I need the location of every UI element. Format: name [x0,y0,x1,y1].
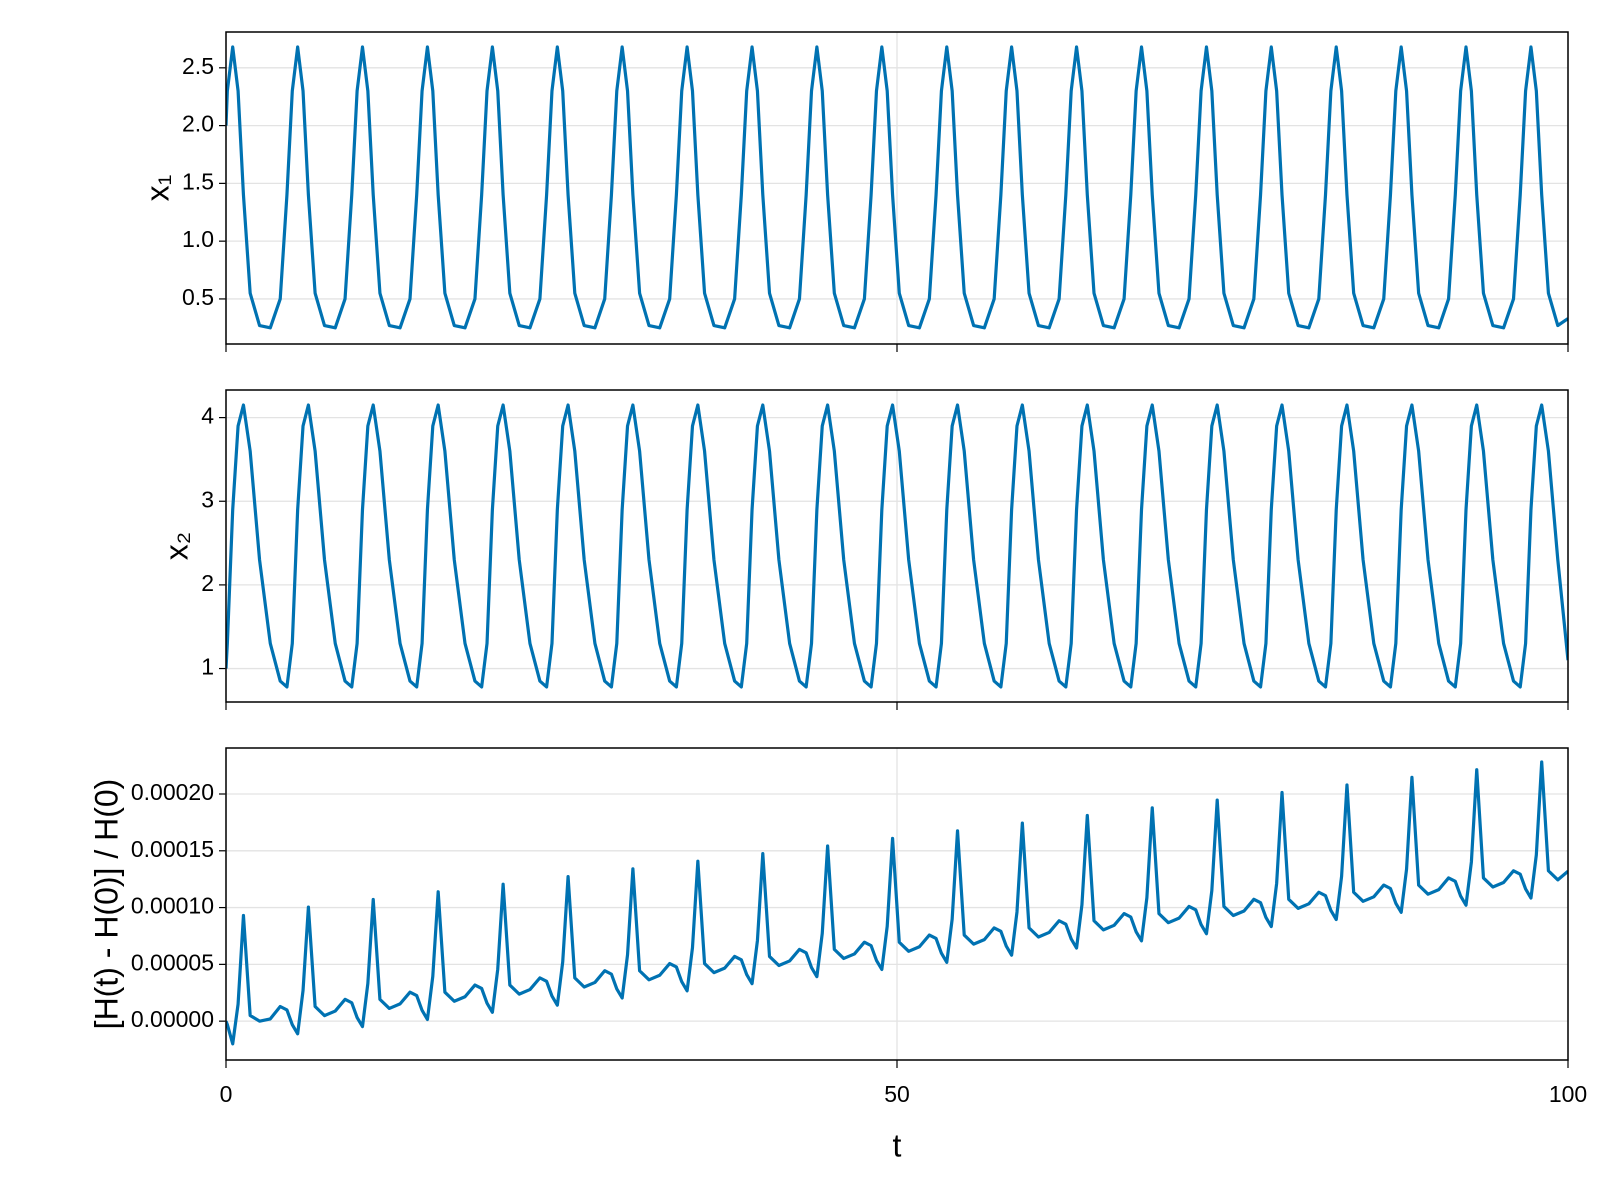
y-axis-label: [H(t) - H(0)] / H(0) [88,779,124,1030]
y-tick-label: 2.0 [182,111,214,137]
plot-frame [225,747,1569,1061]
panel: 0.00000 0.00005 0.00010 0.00015 0.00020 0 50 10… [88,747,1587,1163]
y-tick-label: 2 [201,570,214,596]
y-axis-label: x₁ [139,175,175,202]
x-tick-label: 100 [1549,1081,1587,1107]
y-tick-label: 1.0 [182,226,214,252]
y-tick-label: 1.5 [182,168,214,194]
x-tick-label: 50 [884,1081,910,1107]
x-axis-label: t [893,1127,902,1163]
y-tick-label: 3 [201,486,214,512]
panel: 1 2 3 4 x₂ [159,389,1569,710]
data-line [226,760,1568,1046]
y-tick-label: 1 [201,654,214,680]
y-tick-label: 0.00020 [131,779,214,805]
data-line [226,45,1568,330]
y-tick-label: 0.00000 [131,1006,214,1032]
panel: 0.5 1.0 1.5 2.0 2.5 x₁ [139,31,1569,352]
y-tick-label: 0.00015 [131,836,214,862]
y-tick-label: 4 [201,403,214,429]
plot-frame [225,389,1569,703]
y-axis-label: x₂ [159,532,195,560]
data-line [226,403,1568,689]
y-tick-label: 2.5 [182,53,214,79]
x-tick-label: 0 [220,1081,233,1107]
plot-frame [225,31,1569,345]
y-tick-label: 0.00005 [131,949,214,975]
y-tick-label: 0.00010 [131,893,214,919]
y-tick-label: 0.5 [182,284,214,310]
